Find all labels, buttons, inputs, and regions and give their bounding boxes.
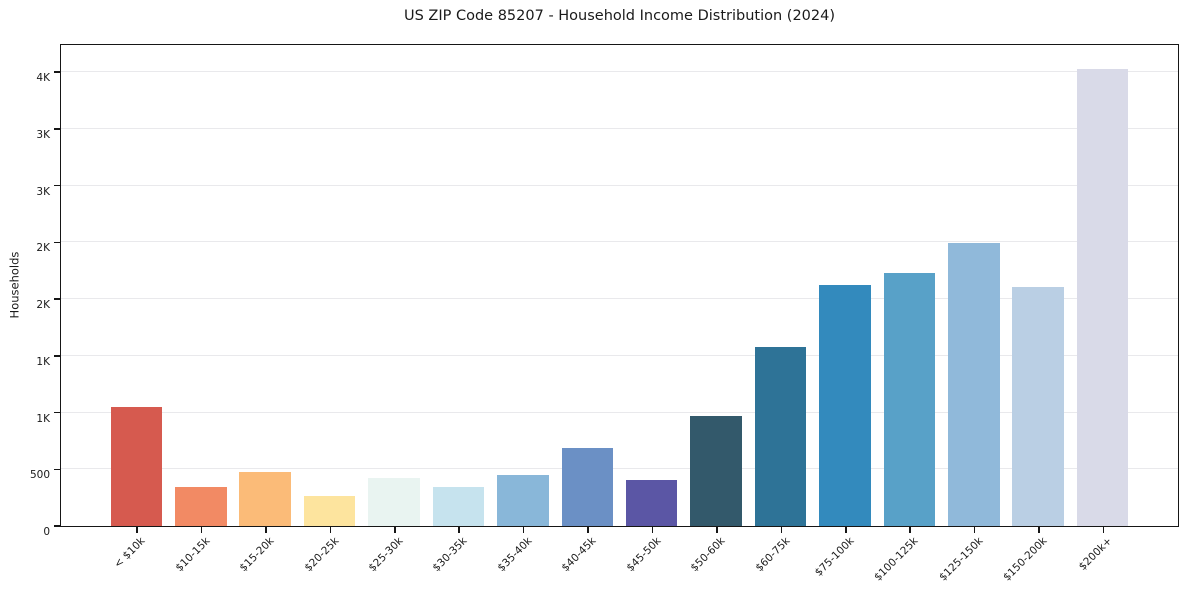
x-tick-mark [844,527,847,533]
y-tick-mark [54,128,60,130]
x-tick-mark [522,527,525,533]
x-tick-mark [780,527,783,533]
x-tick-label: $200k+ [1076,535,1115,573]
x-tick-label: $20-25k [302,535,342,575]
x-tick-mark [716,527,718,533]
gridline [61,241,1178,243]
x-tick-mark [394,527,396,533]
bar-100-125k [883,273,936,526]
x-tick-label: $35-40k [495,535,535,575]
bar-75-100k [819,285,871,526]
x-tick-mark [1038,527,1040,533]
x-tick-label: $75-100k [812,535,857,579]
y-tick-mark [54,241,60,244]
bar-200k [1076,68,1129,526]
y-tick-mark [54,184,60,187]
x-tick-label: $100-125k [872,535,921,584]
y-tick-label: 4K [36,72,50,85]
gridline [61,411,1178,413]
x-tick-mark [973,527,976,533]
bar-45-50k [625,480,678,526]
bar-35-40k [497,475,549,526]
x-tick-mark [265,527,267,533]
x-tick-mark [329,527,332,533]
x-tick-label: $25-30k [366,535,406,575]
y-tick-mark [54,411,60,414]
y-tick-label: 0 [43,526,50,538]
gridline [61,71,1178,73]
gridline [61,298,1178,300]
x-tick-label: $45-50k [624,535,664,575]
y-tick-label: 3K [36,185,50,198]
y-tick-mark [54,298,60,300]
x-tick-mark [909,527,911,533]
bar-50-60k [690,415,742,526]
y-axis-label: Households [7,251,22,319]
y-tick-label: 1K [36,355,50,368]
x-tick-label: $125-150k [936,535,986,584]
gridline [61,127,1178,129]
gridline [61,184,1178,186]
x-tick-label: $60-75k [752,535,793,575]
x-tick-mark [458,527,461,533]
x-tick-label: $15-20k [237,535,277,575]
gridline [61,468,1178,470]
y-tick-label: 2K [36,299,50,312]
bar-150-200k [1012,287,1064,526]
x-tick-mark [651,527,654,533]
x-tick-label: $10-15k [173,535,213,575]
x-tick-label: $150-200k [1001,535,1050,584]
bar-25-30k [368,478,420,526]
chart-title: US ZIP Code 85207 - Household Income Dis… [403,8,836,24]
x-tick-label: $40-45k [559,535,599,575]
plot-area: < $10k $10-15k $15-20k $20-25k $25-30k $30-35… [30,44,1179,584]
gridline [61,354,1178,356]
y-tick-mark [54,355,60,357]
x-tick-label: < $10k [112,535,148,571]
bar-125-150k [948,243,1000,526]
x-tick-label: $30-35k [430,535,470,575]
x-tick-mark [136,527,138,533]
y-tick-mark [54,468,60,471]
x-tick-mark [200,527,203,533]
bar-10k [110,407,163,526]
bar-15-20k [239,472,291,526]
bar-30-35k [432,487,485,526]
y-tick-mark [54,71,60,74]
y-tick-mark [54,525,60,527]
y-tick-label: 1K [36,412,50,425]
bar-10-15k [175,486,227,526]
y-tick-label: 3K [36,128,50,141]
bar-20-25k [303,496,356,526]
x-tick-mark [1102,527,1105,533]
x-tick-label: $50-60k [688,535,728,575]
y-tick-label: 500 [29,469,50,482]
x-tick-mark [587,527,589,533]
bar-60-75k [754,346,807,526]
bar-40-45k [561,448,614,526]
y-tick-label: 2K [36,242,50,255]
